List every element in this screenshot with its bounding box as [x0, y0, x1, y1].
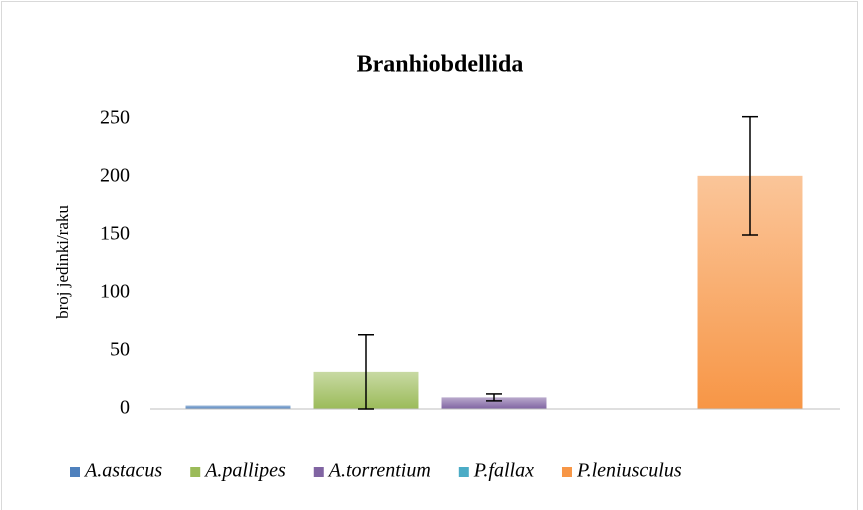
legend-swatch — [561, 467, 572, 477]
legend-swatch — [190, 467, 201, 477]
legend-swatch — [458, 467, 469, 477]
error-bar — [358, 334, 374, 410]
error-bar — [742, 115, 758, 236]
y-tick-label: 0 — [120, 397, 130, 419]
legend-label: P.leniusculus — [576, 460, 682, 482]
y-axis-label: broj jedinki/raku — [53, 205, 72, 319]
chart-title: Branhiobdellida — [357, 52, 524, 78]
legend-label: A.torrentium — [327, 460, 431, 482]
legend-label: P.fallax — [473, 460, 534, 482]
legend-swatch — [70, 467, 80, 477]
y-tick-label: 50 — [110, 339, 130, 361]
y-tick-label: 150 — [100, 223, 130, 245]
error-bar — [486, 393, 502, 402]
y-tick-label: 250 — [100, 107, 130, 129]
legend-swatch — [313, 467, 324, 477]
legend-label: A.astacus — [83, 460, 162, 482]
bar — [441, 397, 547, 409]
bar — [185, 405, 291, 409]
y-tick-label: 200 — [100, 165, 130, 187]
y-tick-label: 100 — [100, 281, 130, 303]
legend-label: A.pallipes — [203, 460, 286, 482]
